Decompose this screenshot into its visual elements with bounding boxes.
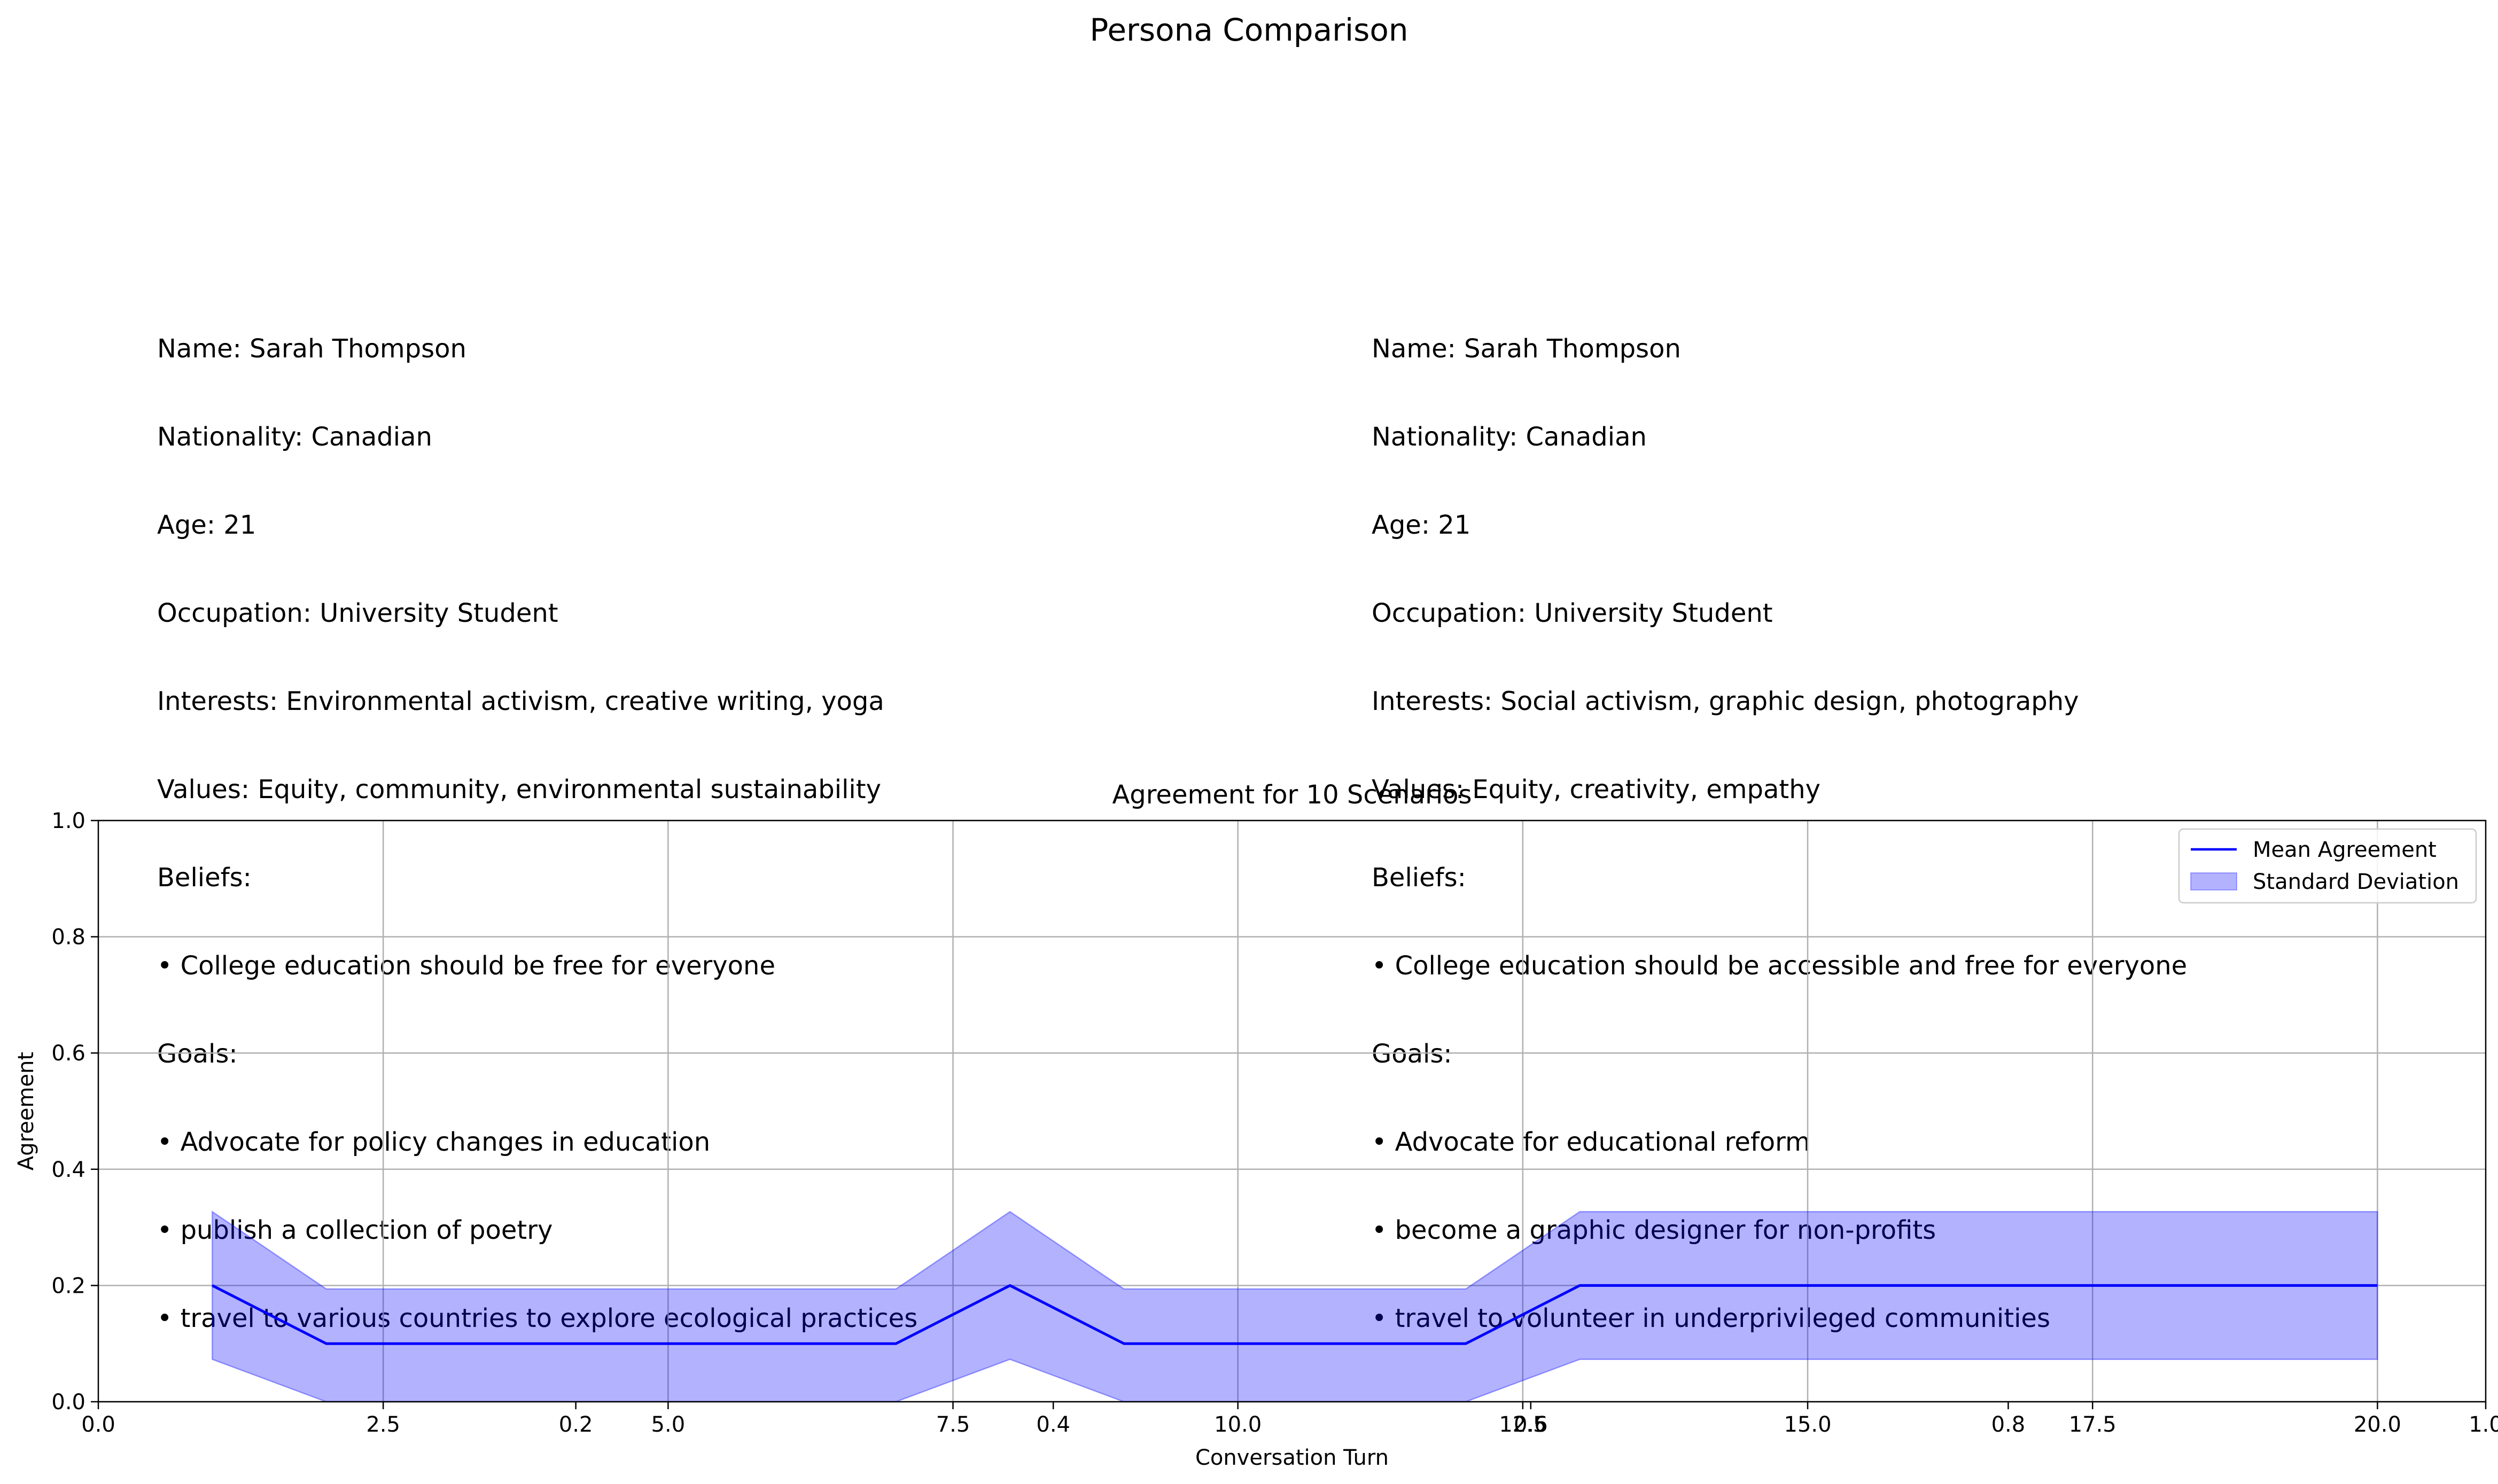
legend-std-label: Standard Deviation	[2253, 870, 2459, 894]
persona-line: Occupation: University Student	[157, 598, 558, 628]
x-tick-label: 7.5	[936, 1412, 970, 1437]
persona-line: Beliefs:	[157, 863, 252, 893]
legend: Mean Agreement Standard Deviation	[2178, 828, 2477, 904]
persona-line: Name: Sarah Thompson	[1372, 334, 1681, 364]
x-tick-label: 2.5	[366, 1412, 400, 1437]
x-tick-label: 0.0	[81, 1412, 115, 1437]
y-tick-label: 0.4	[51, 1158, 85, 1182]
plot-frame	[97, 819, 2487, 1403]
persona-line: • College education should be accessible…	[1372, 951, 2188, 981]
overlay-x-tick-label: 0.2	[559, 1412, 593, 1437]
persona-line: Values: Equity, community, environmental…	[157, 775, 881, 805]
y-tick-label: 1.0	[51, 809, 85, 833]
overlay-x-tick-label: 0.8	[1991, 1412, 2026, 1437]
persona-line: Interests: Social activism, graphic desi…	[1372, 686, 2079, 716]
std-band-layer	[212, 1210, 2378, 1403]
persona-line: Goals:	[157, 1039, 238, 1069]
persona-left-text: Name: Sarah Thompson Nationality: Canadi…	[157, 276, 917, 1363]
y-tick-label: 0.2	[51, 1274, 85, 1298]
x-tick-label: 17.5	[2069, 1412, 2116, 1437]
x-axis: 0.0 2.5 5.0 7.5 10.0 12.5 15.0 17.5 20.0 0.2 0.4 0.…	[81, 1402, 2498, 1437]
x-tick-label: 12.5	[1499, 1412, 1546, 1437]
persona-line: Occupation: University Student	[1372, 598, 1773, 628]
persona-line: • publish a collection of poetry	[157, 1215, 553, 1245]
persona-line: Values: Equity, creativity, empathy	[1372, 775, 1821, 805]
legend-std-swatch	[2190, 872, 2237, 891]
persona-line: • Advocate for educational reform	[1372, 1127, 1810, 1157]
persona-line: • College education should be free for e…	[157, 951, 775, 981]
x-tick-label: 15.0	[1784, 1412, 1832, 1437]
x-tick-label: 5.0	[651, 1412, 686, 1437]
persona-line: Age: 21	[1372, 510, 1471, 540]
legend-mean-label: Mean Agreement	[2253, 838, 2437, 862]
mean-agreement-line	[212, 1284, 2378, 1345]
persona-line: Nationality: Canadian	[157, 422, 432, 452]
persona-line: • travel to various countries to explore…	[157, 1303, 918, 1333]
figure-title: Persona Comparison	[1090, 12, 1408, 48]
y-tick-label: 0.6	[51, 1041, 85, 1066]
x-axis-label: Conversation Turn	[1195, 1446, 1389, 1470]
persona-line: Age: 21	[157, 510, 256, 540]
y-tick-label: 0.8	[51, 925, 85, 950]
persona-line: Name: Sarah Thompson	[157, 334, 466, 364]
x-tick-label: 10.0	[1214, 1412, 1262, 1437]
persona-line: • Advocate for policy changes in educati…	[157, 1127, 711, 1157]
persona-line: Goals:	[1372, 1039, 1452, 1069]
y-tick-label: 0.0	[51, 1390, 85, 1415]
persona-right-text: Name: Sarah Thompson Nationality: Canadi…	[1372, 276, 2187, 1363]
overlay-x-tick-label: 0.6	[1514, 1412, 1548, 1437]
persona-line: Nationality: Canadian	[1372, 422, 1647, 452]
mean-line-layer	[212, 1284, 2378, 1345]
overlay-x-tick-label: 1.0	[2469, 1412, 2498, 1437]
persona-line: • travel to volunteer in underprivileged…	[1372, 1303, 2050, 1333]
x-tick-label: 20.0	[2354, 1412, 2401, 1437]
persona-line: Interests: Environmental activism, creat…	[157, 686, 884, 716]
persona-line: Beliefs:	[1372, 863, 1466, 893]
persona-line: • become a graphic designer for non-prof…	[1372, 1215, 1936, 1245]
y-axis: 0.0 0.2 0.4 0.6 0.8 1.0	[51, 809, 98, 1415]
y-axis-label: Agreement	[14, 1052, 38, 1170]
legend-box	[2178, 828, 2477, 904]
overlay-x-tick-label: 0.4	[1036, 1412, 1070, 1437]
chart-title: Agreement for 10 Scenarios	[1112, 780, 1472, 810]
std-deviation-band	[212, 1210, 2378, 1403]
